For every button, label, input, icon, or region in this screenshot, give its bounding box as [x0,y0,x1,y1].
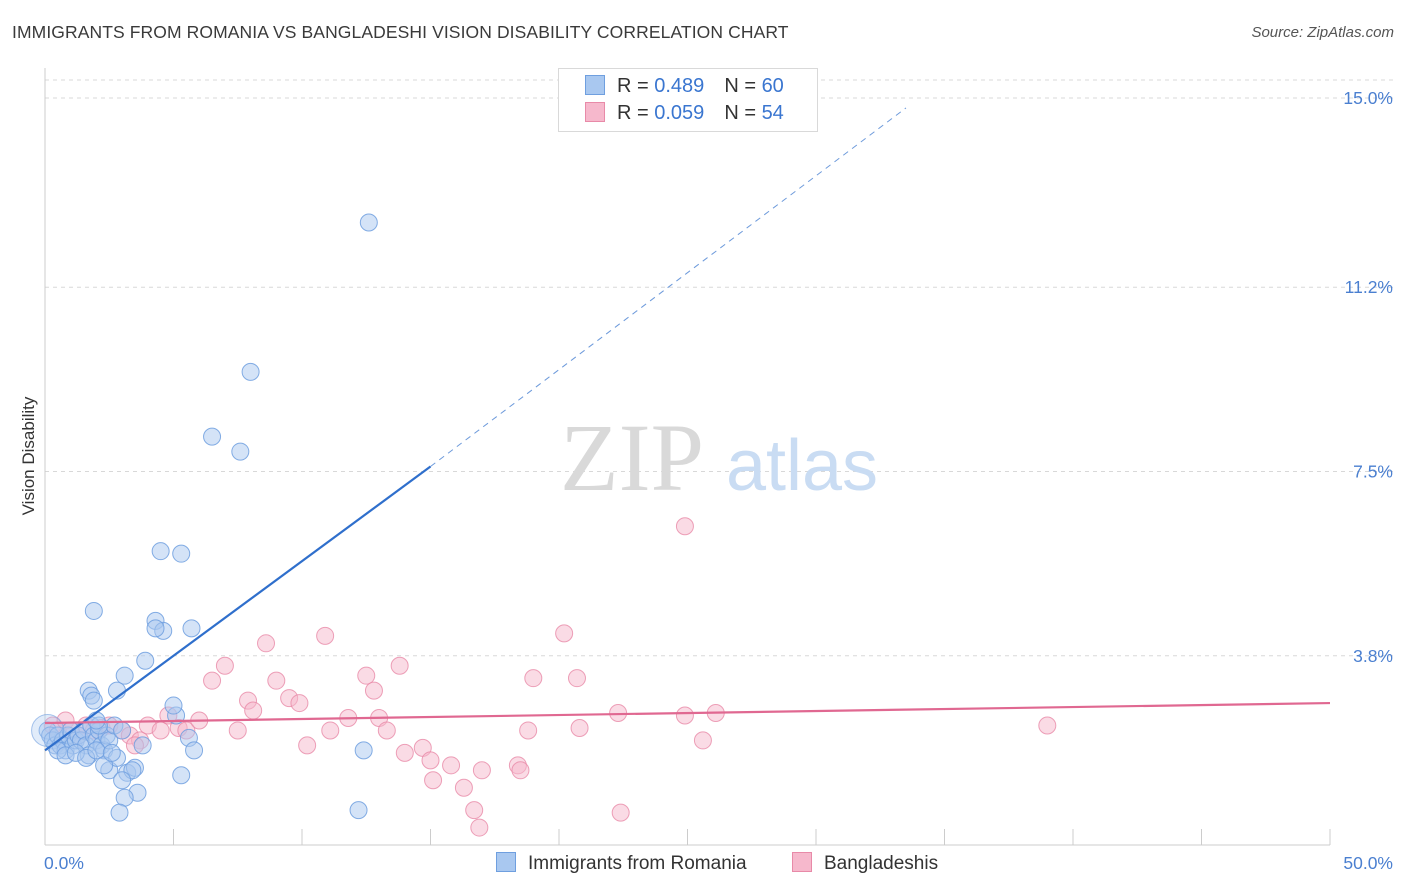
point-romania [172,766,191,785]
point-romania [87,711,106,730]
legend-r-label: R = [617,102,655,124]
point-bangladeshis [321,721,340,740]
point-bangladeshis [567,669,586,688]
watermark-zip: ZIP [560,404,704,511]
watermark: ZIP atlas [560,404,878,511]
point-bangladeshis [257,634,276,653]
point-bangladeshis [316,626,335,645]
point-bangladeshis [511,761,530,780]
point-bangladeshis [215,656,234,675]
point-bangladeshis [377,721,396,740]
bottom-legend-label-bangladeshis: Bangladeshis [824,853,939,874]
point-bangladeshis [364,681,383,700]
bottom-legend-swatch-blue [496,852,516,872]
legend-n-value: 60 [761,75,784,97]
y-tick-label: 3.8% [1353,646,1393,666]
point-romania [359,213,378,232]
point-bangladeshis [298,736,317,755]
point-bangladeshis [395,743,414,762]
point-romania [349,801,368,820]
point-romania [110,803,129,822]
point-romania [102,743,121,762]
trend-lines [44,107,1331,752]
legend-swatch-pink [585,102,605,122]
point-romania [84,601,103,620]
y-tick-label: 11.2% [1345,277,1393,297]
point-romania [203,427,222,446]
chart-title: IMMIGRANTS FROM ROMANIA VS BANGLADESHI V… [12,22,789,42]
x-tick-label-min: 0.0% [44,853,84,873]
point-bangladeshis [524,669,543,688]
point-bangladeshis [424,771,443,790]
tick-labels: 3.8% 7.5% 11.2% 15.0% 0.0% 50.0% [44,88,1393,873]
point-romania [113,721,132,740]
point-bangladeshis [675,706,694,725]
legend-n-value: 54 [761,102,784,124]
point-bangladeshis [228,721,247,740]
point-romania [164,696,183,715]
legend-row-romania: R = 0.489 N = 60 [585,75,784,99]
point-bangladeshis [454,778,473,797]
point-bangladeshis [244,701,263,720]
trend-line-bangladeshis [44,701,1331,725]
point-bangladeshis [390,656,409,675]
legend-n-label: N = [724,102,762,124]
point-romania [87,741,106,760]
x-tick-label-max: 50.0% [1343,853,1393,873]
legend-r-value: 0.059 [654,102,705,124]
point-romania [84,691,103,710]
point-romania [182,619,201,638]
point-bangladeshis [203,671,222,690]
point-bangladeshis [555,624,574,643]
y-axis-label: Vision Disability [19,396,38,515]
point-bangladeshis [472,761,491,780]
point-bangladeshis [465,801,484,820]
point-bangladeshis [267,671,286,690]
point-bangladeshis [1038,716,1057,735]
axes [44,68,1331,846]
point-romania [115,666,134,685]
trend-line-romania-extension [430,107,907,467]
point-romania [146,619,165,638]
point-romania [354,741,373,760]
point-romania [185,741,204,760]
point-bangladeshis [470,818,489,837]
bottom-legend-swatch-pink [792,852,812,872]
point-romania [151,542,170,561]
legend-row-bangladeshis: R = 0.059 N = 54 [585,102,784,126]
point-romania [241,362,260,381]
legend-r-label: R = [617,75,655,97]
y-tick-label: 15.0% [1343,88,1393,108]
legend-r-value: 0.489 [654,75,705,97]
point-bangladeshis [693,731,712,750]
point-romania [136,651,155,670]
point-romania [133,736,152,755]
point-bangladeshis [421,751,440,770]
watermark-atlas: atlas [726,426,878,506]
point-bangladeshis [519,721,538,740]
point-bangladeshis [611,803,630,822]
point-bangladeshis [570,718,589,737]
point-bangladeshis [290,694,309,713]
point-romania-cluster [31,713,65,747]
point-romania [231,442,250,461]
point-bangladeshis [357,666,376,685]
y-tick-label: 7.5% [1353,462,1393,482]
legend: R = 0.489 N = 60 R = 0.059 N = 54 [558,68,818,132]
legend-n-label: N = [724,75,762,97]
source-label: Source: ZipAtlas.com [1251,24,1394,41]
point-bangladeshis [151,721,170,740]
point-romania [113,771,132,790]
bottom-legend-romania: Immigrants from Romania [496,852,747,875]
point-bangladeshis [675,517,694,536]
bottom-legend-label-romania: Immigrants from Romania [528,853,747,874]
point-romania [172,544,191,563]
point-romania [115,788,134,807]
point-bangladeshis [442,756,461,775]
legend-swatch-blue [585,75,605,95]
trend-line-romania [44,465,432,752]
series-bangladeshis-points [43,517,1057,837]
bottom-legend-bangladeshis: Bangladeshis [792,852,938,875]
